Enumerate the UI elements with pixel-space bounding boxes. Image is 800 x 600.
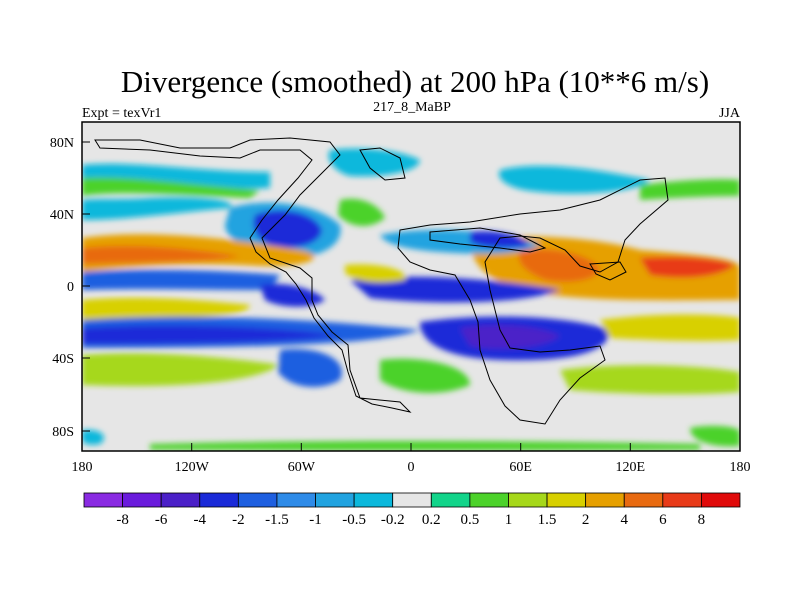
season-label: JJA	[719, 106, 741, 121]
colorbar-swatch	[585, 492, 625, 508]
colorbar-label: -6	[155, 512, 168, 528]
y-tick-label: 0	[67, 280, 74, 295]
y-tick-label: 80S	[52, 425, 74, 440]
colorbar-label: 4	[620, 512, 628, 528]
colorbar-swatch	[160, 492, 201, 508]
x-tick-label: 60W	[288, 460, 316, 475]
colorbar-label: -1	[309, 512, 322, 528]
colorbar-label: 0.2	[422, 512, 441, 528]
x-tick-label: 60E	[509, 460, 532, 475]
colorbar-label: -1.5	[265, 512, 289, 528]
colorbar-swatch	[122, 492, 162, 508]
period-label: 217_8_MaBP	[373, 100, 451, 115]
colorbar-swatch	[430, 492, 471, 508]
x-axis: 180 120W 60W 0 60E 120E 180	[72, 443, 751, 475]
colorbar-swatch	[276, 492, 316, 508]
experiment-label: Expt = texVr1	[82, 106, 161, 121]
colorbar-label: -0.2	[381, 512, 405, 528]
x-tick-label: 180	[72, 460, 93, 475]
colorbar-label: -8	[116, 512, 129, 528]
colorbar-label: 1.5	[538, 512, 557, 528]
colorbar-swatch	[662, 492, 702, 508]
colorbar-swatch	[353, 492, 394, 508]
x-tick-label: 120E	[616, 460, 646, 475]
colorbar-swatch	[546, 492, 587, 508]
x-tick-label: 180	[730, 460, 751, 475]
colorbar: -8 -6 -4 -2 -1.5 -1 -0.5 -0.2 0.2 0.5 1 1.5 2 4 6 8	[83, 492, 741, 528]
x-tick-label: 120W	[175, 460, 210, 475]
coastlines	[94, 137, 669, 425]
colorbar-swatch	[469, 492, 509, 508]
colorbar-label: -2	[232, 512, 245, 528]
y-tick-label: 40N	[50, 208, 74, 223]
colorbar-label: -4	[194, 512, 207, 528]
colorbar-label: 8	[698, 512, 706, 528]
x-tick-label: 0	[408, 460, 415, 475]
y-tick-label: 40S	[52, 352, 74, 367]
colorbar-label: -0.5	[342, 512, 366, 528]
colorbar-swatch	[392, 492, 432, 508]
figure-title: Divergence (smoothed) at 200 hPa (10**6 …	[121, 64, 709, 99]
colorbar-swatch	[199, 492, 239, 508]
colorbar-swatch	[237, 492, 278, 508]
colorbar-label: 6	[659, 512, 667, 528]
y-tick-label: 80N	[50, 136, 74, 151]
colorbar-label: 1	[505, 512, 513, 528]
colorbar-label: 2	[582, 512, 590, 528]
y-axis: 80N 40N 0 40S 80S	[50, 136, 90, 440]
colorbar-swatch	[623, 492, 664, 508]
colorbar-label: 0.5	[461, 512, 480, 528]
colorbar-swatch	[701, 492, 741, 508]
colorbar-swatch	[315, 492, 355, 508]
colorbar-swatch	[83, 492, 123, 508]
colorbar-swatch	[508, 492, 548, 508]
divergence-field	[82, 122, 740, 451]
